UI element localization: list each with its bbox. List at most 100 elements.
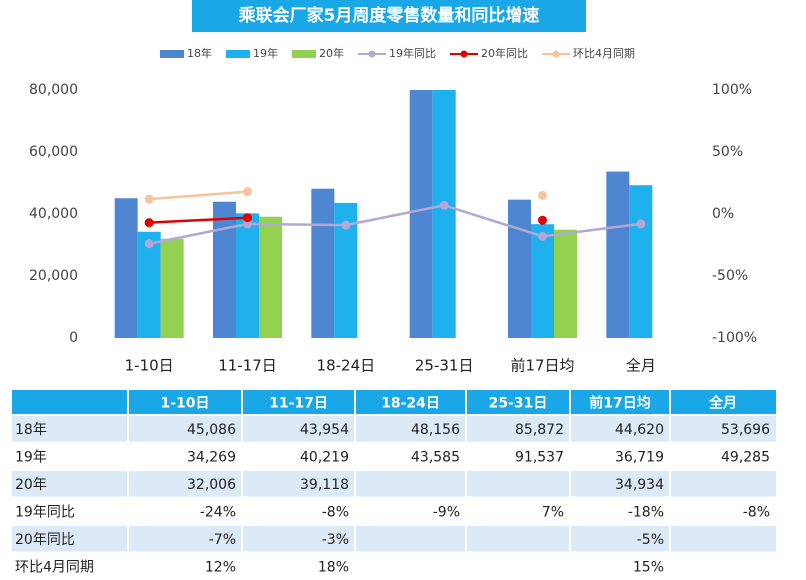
- y-tick-label: 40,000: [29, 206, 78, 222]
- x-tick-label: 11-17日: [218, 357, 277, 375]
- table-cell: -8%: [322, 504, 349, 520]
- line-marker: [341, 220, 351, 230]
- line-marker: [243, 219, 252, 229]
- line-marker: [538, 215, 547, 225]
- table-cell: 45,086: [187, 422, 236, 438]
- table-header: 全月: [708, 395, 737, 412]
- bar: [311, 188, 335, 338]
- table-row-bg: [12, 552, 776, 580]
- table-row-header: 20年: [15, 477, 47, 493]
- legend-label: 20年同比: [481, 46, 528, 60]
- legend-label: 环比4月同期: [573, 47, 635, 60]
- table-row-header: 环比4月同期: [15, 559, 94, 575]
- bar: [334, 202, 358, 338]
- y-tick-label: 20,000: [29, 268, 78, 284]
- legend-label: 18年: [187, 46, 212, 60]
- table-header: 前17日均: [589, 395, 650, 412]
- x-tick-label: 25-31日: [415, 357, 474, 375]
- bar: [409, 90, 433, 338]
- table-row-bg: [12, 525, 776, 553]
- table-row-header: 19年: [15, 449, 47, 465]
- table-cell: 18%: [318, 559, 349, 575]
- bar: [629, 185, 653, 338]
- line-marker: [439, 200, 449, 210]
- table-cell: 53,696: [721, 422, 770, 438]
- legend-label: 19年: [253, 46, 278, 60]
- line-marker: [144, 239, 154, 249]
- y2-tick-label: -100%: [712, 330, 757, 346]
- y2-tick-label: 50%: [712, 144, 743, 160]
- table-cell: -18%: [628, 504, 664, 520]
- line-marker: [243, 187, 252, 197]
- x-tick-label: 1-10日: [125, 357, 174, 375]
- table-row-header: 20年同比: [15, 532, 75, 548]
- bar: [259, 216, 282, 338]
- bar: [508, 199, 531, 338]
- line-marker: [538, 231, 547, 241]
- table-row-bg: [12, 442, 776, 470]
- bar: [114, 198, 138, 338]
- legend-label: 19年同比: [389, 46, 436, 60]
- line: [149, 192, 542, 199]
- y2-tick-label: -50%: [712, 268, 748, 284]
- table-cell: -7%: [209, 532, 236, 548]
- bar: [236, 213, 259, 338]
- table-cell: -5%: [637, 532, 664, 548]
- x-tick-label: 18-24日: [317, 357, 376, 375]
- table-cell: -3%: [322, 532, 349, 548]
- table-cell: 40,219: [300, 449, 349, 465]
- y2-tick-label: 0%: [712, 206, 734, 222]
- table-header: 11-17日: [269, 396, 328, 412]
- legend-swatch: [160, 50, 184, 58]
- bar: [137, 231, 161, 338]
- table-row-bg: [12, 470, 776, 498]
- bar: [531, 224, 554, 338]
- y-tick-label: 80,000: [29, 82, 78, 98]
- table-cell: 12%: [205, 559, 236, 575]
- table-cell: 39,118: [300, 477, 349, 493]
- table-cell: 34,934: [615, 477, 664, 493]
- legend-swatch: [552, 50, 560, 58]
- line-marker: [243, 213, 252, 223]
- legend-swatch: [292, 50, 316, 58]
- table-row-bg: [12, 415, 776, 443]
- table-cell: 49,285: [721, 449, 770, 465]
- table-cell: 34,269: [187, 449, 236, 465]
- x-tick-label: 全月: [626, 357, 656, 375]
- table-cell: -8%: [743, 504, 770, 520]
- table-cell: 85,872: [515, 422, 564, 438]
- table-header-bg: [12, 390, 776, 415]
- table-header: 18-24日: [381, 396, 440, 412]
- chart-title: 乘联会厂家5月周度零售数量和同比增速: [238, 5, 540, 26]
- table-cell: -24%: [200, 504, 236, 520]
- bar: [213, 201, 236, 338]
- table-cell: 15%: [633, 559, 664, 575]
- y-tick-label: 60,000: [29, 144, 78, 160]
- table-header: 1-10日: [160, 396, 209, 412]
- y-tick-label: 0: [69, 330, 78, 346]
- line-marker: [144, 218, 154, 228]
- legend-swatch: [368, 50, 376, 58]
- table-row-header: 19年同比: [15, 504, 75, 520]
- legend-swatch: [226, 50, 250, 58]
- line-marker: [538, 190, 547, 200]
- table-cell: 7%: [542, 504, 564, 520]
- line: [148, 204, 641, 245]
- legend-swatch: [460, 50, 468, 58]
- table-cell: 36,719: [615, 449, 664, 465]
- table-cell: -9%: [433, 504, 460, 520]
- table-row-bg: [12, 497, 776, 525]
- bar: [554, 229, 577, 338]
- bar: [160, 238, 184, 338]
- table-cell: 43,585: [411, 449, 460, 465]
- table-row-header: 18年: [15, 422, 47, 438]
- title-box: [192, 0, 586, 32]
- line-marker: [144, 194, 154, 204]
- table-cell: 32,006: [187, 477, 236, 493]
- bar: [432, 90, 456, 338]
- line-marker: [636, 219, 646, 229]
- table-cell: 91,537: [515, 449, 564, 465]
- y2-tick-label: 100%: [712, 82, 752, 98]
- table-cell: 44,620: [615, 422, 664, 438]
